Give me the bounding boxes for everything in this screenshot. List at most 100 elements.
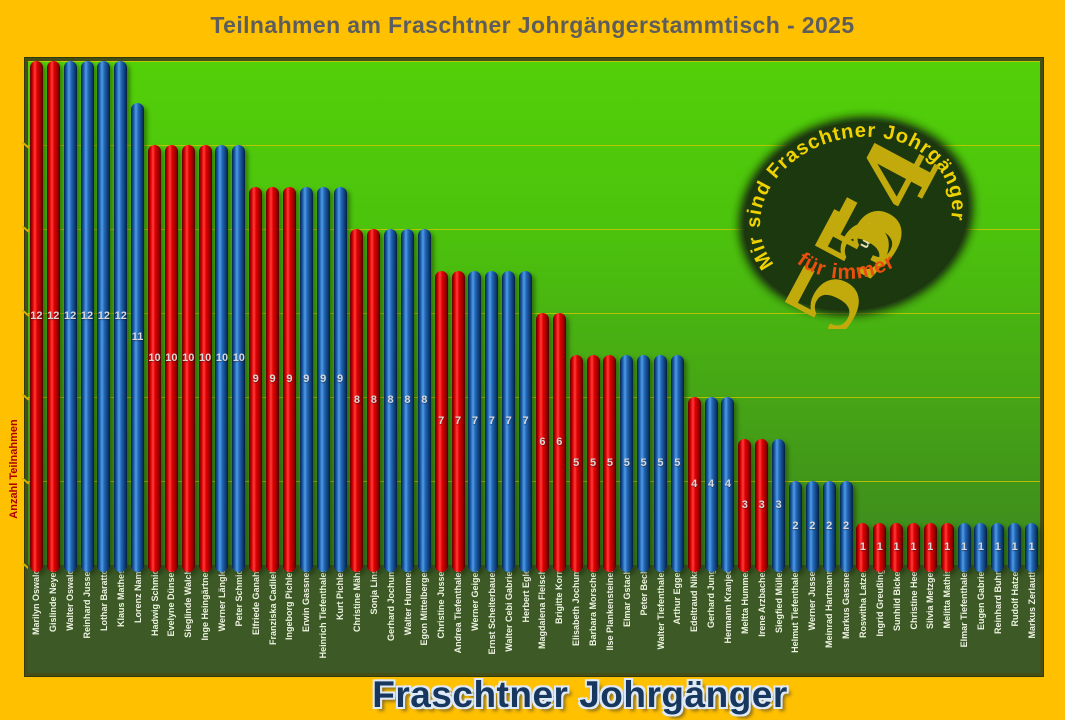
category-label: Gerhard Jung (706, 569, 717, 629)
value-label: 8 (387, 394, 394, 406)
y-axis-title: Anzahl Teilnahmen (8, 419, 20, 519)
gridline-y8 (28, 229, 1040, 230)
bar-gislinde-neyer (46, 61, 60, 572)
bar-lothar-baratto (97, 61, 111, 572)
value-label: 5 (674, 457, 681, 469)
bar-meltta-hummer (738, 439, 752, 572)
value-label: 7 (438, 415, 445, 427)
category-label: Christine Jussel (436, 569, 447, 639)
bar-reinhard-jussel (80, 61, 94, 572)
category-label: Meltta Hummer (739, 569, 750, 635)
bar-elfriede-ganahl (249, 187, 263, 572)
bar-hermann-kranjec (721, 397, 735, 572)
category-label: Barbara Morscher (588, 569, 599, 647)
category-label: Sonja Lins (368, 569, 379, 615)
bar-ilse-plankensteiner (603, 355, 617, 572)
category-label: Peter Schmid (233, 569, 244, 627)
bar-gerhard-jung (704, 397, 718, 572)
value-label: 5 (657, 457, 664, 469)
category-label: Reinhard Jussel (82, 569, 93, 639)
category-label: Christine Mähr (351, 569, 362, 633)
category-label: Reinhard Buhri (992, 569, 1003, 635)
bar-peter-schmid (232, 145, 246, 572)
value-label: 1 (893, 541, 900, 553)
bar-marilyn-oswald (29, 61, 43, 572)
bar-elisabeth-jochum (569, 355, 583, 572)
bar-elmar-tiefenthaler (957, 523, 971, 572)
bar-lorenz-nami (131, 103, 145, 572)
category-label: Irene Arzbacher (756, 569, 767, 637)
bar-inge-heing-rtner (198, 145, 212, 572)
value-label: 2 (842, 520, 850, 532)
value-label: 3 (758, 499, 765, 511)
chart-frame: Mir sind Fraschtner Johrgänger 54 und 55… (21, 58, 1043, 676)
bar-brigitte-korn (552, 313, 566, 572)
value-label: 10 (232, 352, 245, 364)
bar-ingrid-greu-ing (873, 523, 887, 572)
value-label: 1 (1011, 541, 1018, 553)
category-label: Klaus Mathes (115, 569, 126, 628)
category-label: Roswitha Latzer (857, 569, 868, 639)
bar-walter-oswald (63, 61, 77, 572)
value-label: 5 (623, 457, 630, 469)
category-label: Hadwig Schmid (149, 569, 160, 637)
bar-helmut-tiefenthaler (788, 481, 802, 572)
category-label: Rudolf Hatzel (1009, 569, 1020, 627)
bar-evelyne-d-nser (164, 145, 178, 572)
category-label: Ernst Scheiterbauer (486, 569, 497, 655)
category-label: Eugen Gabriel (975, 569, 986, 631)
category-label: Andrea Tiefenthaler (453, 569, 464, 654)
bar-egon-mittelberger (417, 229, 431, 572)
category-label: Siegfied Müller (773, 569, 784, 634)
category-label: Marilyn Oswald (31, 569, 42, 636)
value-label: 1 (876, 541, 883, 553)
value-label: 8 (370, 394, 377, 406)
bar-melitta-mathis (940, 523, 954, 572)
johrgaenger-logo-badge: Mir sind Fraschtner Johrgänger 54 und 55… (728, 103, 975, 329)
value-label: 5 (640, 457, 647, 469)
bar-meinrad-hartmann (822, 481, 836, 572)
value-label: 2 (809, 520, 816, 532)
bar-sieglinde-walch (181, 145, 195, 572)
gridline-y4 (28, 397, 1040, 398)
gridline-y10 (28, 145, 1040, 146)
category-label: Werner Längle (216, 569, 227, 632)
value-label: 5 (589, 457, 597, 469)
bar-markus-gassner (839, 481, 853, 572)
bar-walter-hummer (401, 229, 414, 572)
bar-andrea-tiefenthaler (451, 271, 465, 572)
value-label: 8 (404, 394, 411, 406)
bar-christine-jussel (434, 271, 448, 572)
category-label: Ilse Plankensteiner (604, 569, 615, 651)
category-label: Heinrich Tiefenthaler (318, 569, 329, 659)
value-label: 1 (927, 541, 934, 553)
value-label: 3 (775, 499, 782, 511)
bar-erwin-gassner (299, 187, 313, 572)
bar-hadwig-schmid (148, 145, 161, 572)
value-label: 10 (215, 352, 229, 364)
bar-werner-jussel (805, 481, 819, 572)
category-label: Inge Heingärtner (200, 569, 211, 641)
category-label: Lorenz Nami (132, 569, 143, 624)
value-label: 12 (114, 310, 127, 322)
bar-peter-beck (637, 355, 651, 572)
category-label: Elisabeth Jochum (571, 569, 582, 647)
value-label: 9 (286, 373, 293, 385)
value-label: 5 (573, 457, 580, 469)
category-label: Edeltraud Nika (689, 569, 700, 633)
bar-reinhard-buhri (991, 523, 1005, 572)
category-label: Elmar Tiefenthaler (959, 569, 970, 648)
bar-siegfied-m-ller (772, 439, 786, 572)
category-label: Magdalena Fleisch (537, 569, 548, 650)
chart-title: Teilnahmen am Fraschtner Johrgängerstamm… (210, 12, 855, 38)
bar-sonja-lins (367, 229, 381, 572)
category-label: Elmar Gstach (621, 569, 632, 628)
category-label: Egon Mittelberger (419, 569, 430, 646)
bar-roswitha-latzer (856, 523, 870, 572)
bar-elmar-gstach (620, 355, 634, 572)
category-label: Peter Beck (638, 569, 649, 616)
value-label: 1 (944, 541, 951, 553)
bar-barbara-morscher (586, 355, 600, 572)
bar-walter-cebi-gabriel (502, 271, 516, 572)
gridline-y2 (28, 481, 1040, 482)
